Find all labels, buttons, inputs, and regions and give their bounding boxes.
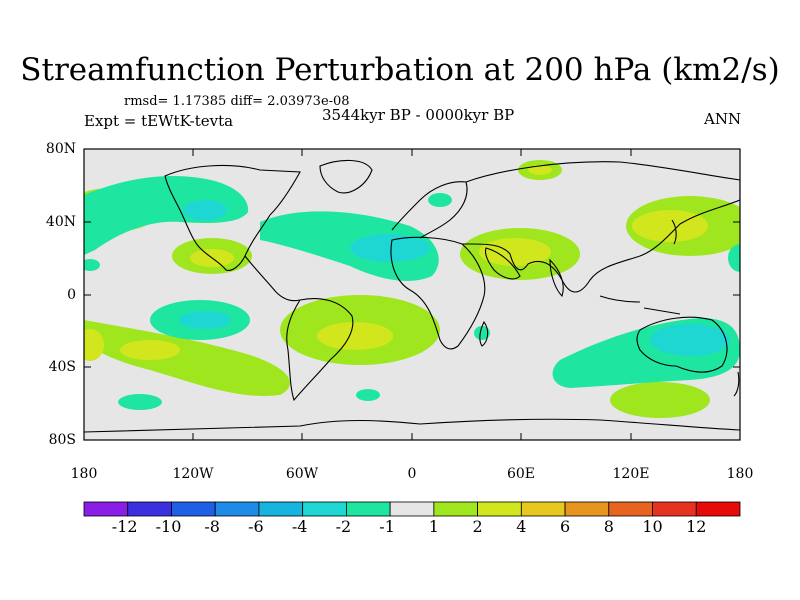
positive-anomaly-south-atlantic (280, 295, 440, 365)
colorbar-swatch (83, 501, 129, 517)
coast-madagascar (479, 320, 489, 347)
chart-title: Streamfunction Perturbation at 200 hPa (… (20, 52, 780, 88)
positive-anomaly-west-edge (84, 329, 104, 361)
colorbar-swatch (302, 501, 347, 517)
positive-anomaly-south-pacific (84, 320, 290, 396)
colorbar-label: 6 (560, 517, 571, 536)
coast-arabia (484, 247, 521, 280)
coast-eurasia (462, 161, 740, 293)
colorbar-label: -2 (335, 517, 352, 536)
colorbar-swatch (695, 501, 741, 517)
colorbar-swatch (389, 501, 435, 517)
coast-india (549, 258, 564, 298)
colorbar-swatch (345, 501, 391, 517)
positive-anomaly-middle-east (460, 228, 580, 280)
coast-greenland (319, 159, 373, 194)
colorbar-label: -6 (248, 517, 264, 536)
negative-anomaly-south-pacific (150, 300, 250, 340)
colorbar-swatch (171, 501, 216, 517)
coast-australia (636, 316, 728, 373)
period-label: 3544kyr BP - 0000kyr BP (322, 106, 515, 124)
negative-anomaly-small-patches (84, 160, 740, 410)
season-label: ANN (704, 110, 742, 128)
colorbar-swatch (258, 501, 304, 517)
colorbar-swatch (608, 501, 653, 517)
coast-north-america (164, 164, 301, 271)
coast-central-america (244, 255, 301, 302)
colorbar (83, 501, 741, 517)
colorbar-label: -12 (111, 517, 138, 536)
colorbar-label: 12 (686, 517, 707, 536)
coast-south-america (286, 298, 354, 402)
x-tick-label: 0 (407, 466, 417, 482)
colorbar-label: 8 (603, 517, 614, 536)
y-tick-label: 80N (45, 141, 76, 157)
positive-anomaly-subtropical-pacific (172, 238, 252, 274)
colorbar-swatch (477, 501, 522, 517)
contour-field (84, 159, 740, 433)
experiment-label: Expt = tEWtK-tevta (84, 112, 234, 130)
colorbar-label: -1 (379, 517, 395, 536)
y-tick-label: 80S (48, 432, 76, 448)
colorbar-label: -4 (291, 517, 308, 536)
coastlines (84, 159, 740, 433)
x-tick-label: 180 (726, 466, 754, 482)
negative-anomaly-north-atlantic (260, 211, 439, 281)
x-tick-label: 120E (612, 466, 650, 482)
colorbar-swatch (127, 501, 172, 517)
x-tick-label: 60E (506, 466, 536, 482)
colorbar-label: -8 (204, 517, 220, 536)
coast-africa (390, 236, 486, 350)
colorbar-swatch (214, 501, 260, 517)
y-tick-label: 0 (67, 287, 76, 303)
colorbar-swatch (520, 501, 566, 517)
y-tick-label: 40S (48, 359, 76, 375)
colorbar-label: -10 (155, 517, 182, 536)
coast-antarctica (84, 418, 740, 433)
rmsd-stats: rmsd= 1.17385 diff= 2.03973e-08 (124, 94, 350, 109)
negative-anomaly-north-america (84, 175, 249, 255)
colorbar-label: 10 (642, 517, 663, 536)
positive-anomaly-north-pacific-east (626, 196, 740, 256)
colorbar-label: 1 (428, 517, 439, 536)
axis-ticks (83, 148, 741, 441)
colorbar-swatch (433, 501, 478, 517)
x-tick-label: 60W (285, 466, 319, 482)
colorbar-label: 2 (472, 517, 483, 536)
colorbar-label: 4 (516, 517, 527, 536)
colorbar-swatch (564, 501, 610, 517)
coast-indonesia (599, 295, 681, 315)
y-tick-label: 40N (45, 214, 76, 230)
coast-new-zealand (733, 371, 740, 397)
x-tick-label: 180 (70, 466, 98, 482)
negative-anomaly-australia (552, 318, 740, 388)
x-tick-label: 120W (172, 466, 214, 482)
positive-anomaly-southern-ocean-east (610, 382, 710, 418)
colorbar-swatch (652, 501, 697, 517)
coast-japan (671, 219, 677, 245)
